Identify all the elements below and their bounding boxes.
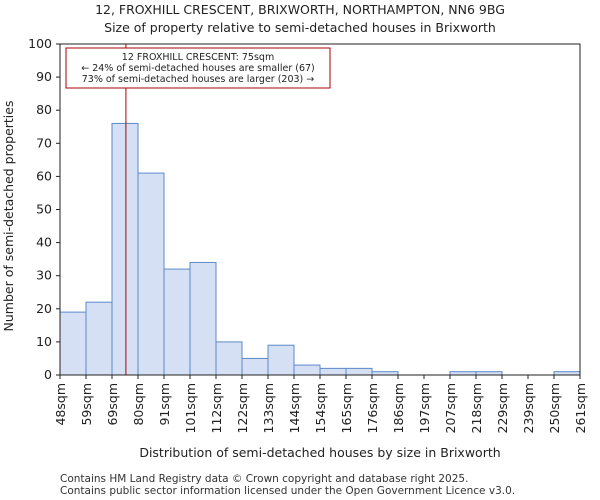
y-axis-ticks: 0 10 20 30 40 50 60 70 80 90 100: [28, 36, 60, 382]
x-tick-label: 122sqm: [235, 383, 250, 433]
x-tick-label: 197sqm: [417, 383, 432, 433]
x-tick-label: 250sqm: [547, 383, 562, 433]
bar-101sqm: [189, 261, 217, 376]
x-tick-label: 176sqm: [365, 383, 380, 433]
bars: [59, 122, 581, 376]
y-tick-label: 10: [36, 334, 52, 349]
y-axis-label: Number of semi-detached properties: [1, 101, 16, 332]
annotation-line-smaller: ← 24% of semi-detached houses are smalle…: [81, 63, 315, 74]
x-tick-label: 165sqm: [339, 383, 354, 433]
x-tick-label: 218sqm: [469, 383, 484, 433]
y-tick-label: 20: [36, 301, 52, 316]
y-tick-label: 30: [36, 268, 52, 283]
bar-59sqm: [85, 301, 113, 376]
x-tick-label: 48sqm: [53, 383, 68, 426]
y-tick-label: 90: [36, 69, 52, 84]
x-tick-label: 207sqm: [443, 383, 458, 433]
x-tick-label: 91sqm: [157, 383, 172, 426]
x-tick-label: 112sqm: [209, 383, 224, 433]
bar-48sqm: [59, 311, 87, 376]
bar-122sqm: [241, 357, 269, 376]
y-tick-label: 100: [28, 36, 52, 51]
annotation-line-title: 12 FROXHILL CRESCENT: 75sqm: [122, 52, 274, 63]
bar-91sqm: [163, 268, 191, 376]
x-tick-label: 186sqm: [391, 383, 406, 433]
x-tick-label: 80sqm: [131, 383, 146, 426]
x-tick-label: 239sqm: [521, 383, 536, 433]
y-tick-label: 50: [36, 202, 52, 217]
x-tick-label: 133sqm: [261, 383, 276, 433]
y-tick-label: 40: [36, 235, 52, 250]
chart-subtitle: Size of property relative to semi-detach…: [104, 20, 496, 35]
bar-133sqm: [267, 344, 295, 376]
chart-title: 12, FROXHILL CRESCENT, BRIXWORTH, NORTHA…: [95, 2, 505, 17]
y-tick-label: 0: [44, 367, 52, 382]
x-tick-label: 261sqm: [573, 383, 588, 433]
bar-80sqm: [137, 172, 165, 376]
footer-licence: Contains public sector information licen…: [60, 485, 516, 497]
annotation-line-larger: 73% of semi-detached houses are larger (…: [82, 74, 315, 85]
x-tick-label: 101sqm: [183, 383, 198, 433]
x-tick-label: 144sqm: [287, 383, 302, 433]
bar-144sqm: [293, 364, 321, 376]
x-tick-label: 229sqm: [495, 383, 510, 433]
bar-165sqm: [345, 367, 373, 376]
y-tick-label: 60: [36, 168, 52, 183]
y-tick-label: 80: [36, 102, 52, 117]
bar-154sqm: [319, 367, 347, 376]
bar-69sqm: [111, 122, 139, 376]
x-tick-label: 154sqm: [313, 383, 328, 433]
annotation-box: [65, 47, 331, 89]
bar-112sqm: [215, 341, 243, 376]
x-axis-label: Distribution of semi-detached houses by …: [139, 445, 500, 460]
footer-copyright: Contains HM Land Registry data © Crown c…: [60, 473, 469, 485]
plot-frame: [59, 43, 581, 376]
x-axis-ticks: 48sqm 59sqm 69sqm 80sqm 91sqm 101sqm 112sqm 122…: [53, 375, 588, 433]
x-tick-label: 59sqm: [79, 383, 94, 426]
x-tick-label: 69sqm: [105, 383, 120, 426]
y-tick-label: 70: [36, 135, 52, 150]
